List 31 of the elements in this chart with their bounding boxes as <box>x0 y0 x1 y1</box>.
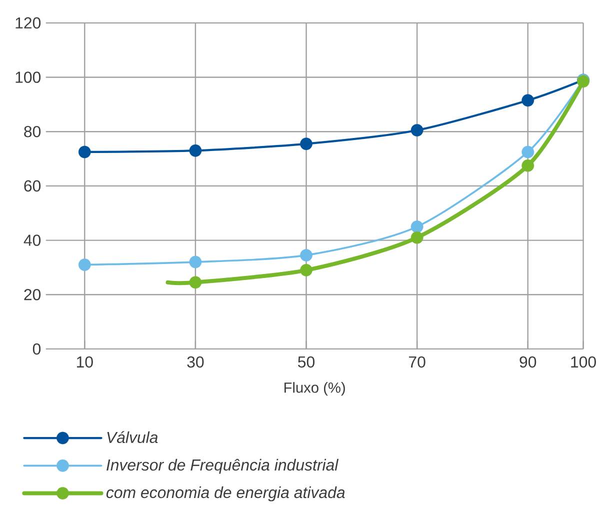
x-tick-label: 100 <box>571 356 596 368</box>
point <box>522 146 534 158</box>
x-tick-label: 10 <box>76 356 93 368</box>
legend-label: Inversor de Frequência industrial <box>106 458 339 474</box>
y-tick-label: 80 <box>24 126 41 138</box>
y-tick-label: 100 <box>16 71 41 83</box>
point <box>78 258 91 271</box>
x-tick-label: 70 <box>409 356 426 368</box>
x-axis-title: Fluxo (%) <box>284 382 345 396</box>
point <box>300 137 312 150</box>
y-tick-label: 0 <box>32 343 41 354</box>
point <box>189 144 202 157</box>
point <box>522 94 534 106</box>
point <box>78 146 91 158</box>
point <box>522 159 534 172</box>
x-tick-label: 90 <box>520 356 536 368</box>
point <box>410 231 424 244</box>
x-tick-label: 30 <box>187 356 204 368</box>
point <box>189 256 202 268</box>
y-tick-label: 20 <box>24 288 41 300</box>
point <box>410 220 424 233</box>
point <box>410 124 424 136</box>
y-tick-label: 40 <box>24 234 41 246</box>
point <box>300 248 312 262</box>
legend-label: Válvula <box>107 430 158 443</box>
point <box>189 276 202 288</box>
legend-label: com economia de energia ativada <box>106 486 345 502</box>
y-tick-label: 60 <box>24 180 41 192</box>
point <box>300 264 312 276</box>
y-tick-label: 120 <box>16 17 41 28</box>
x-tick-label: 50 <box>298 356 315 368</box>
